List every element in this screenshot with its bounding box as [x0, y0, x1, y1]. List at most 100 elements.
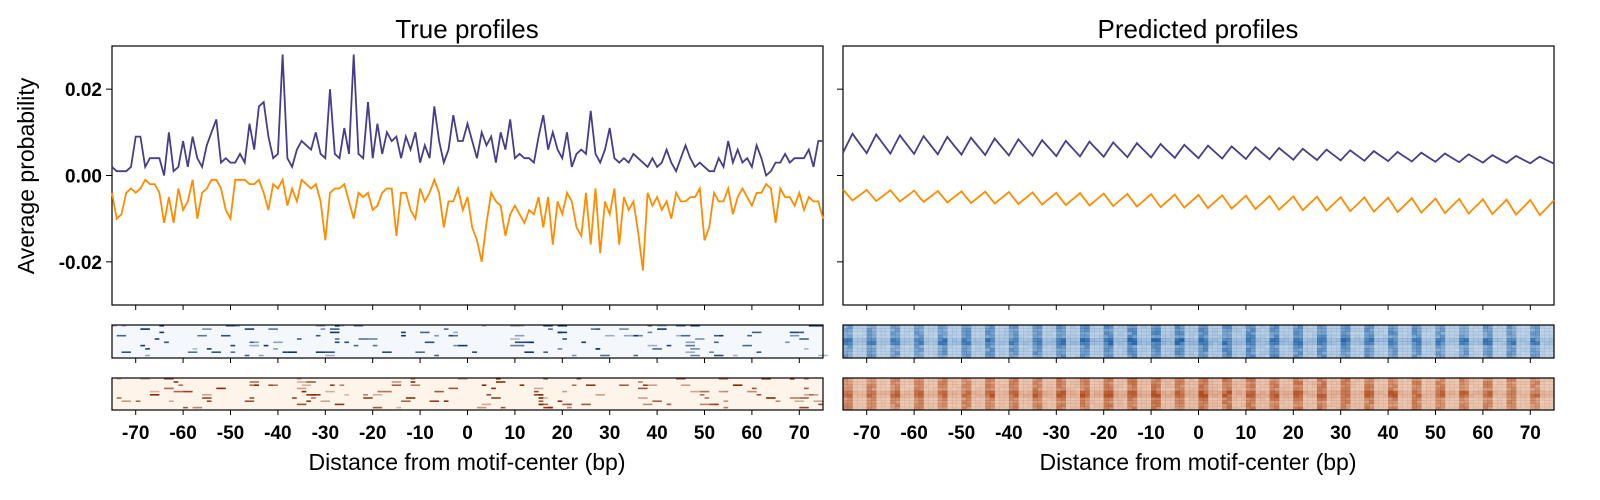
heatmap-cell	[1336, 406, 1341, 411]
heatmap-cell	[1482, 331, 1488, 336]
heatmap-cell	[1080, 384, 1085, 388]
heatmap-cell	[1312, 331, 1318, 336]
heatmap-cell	[1127, 403, 1133, 408]
heatmap-cell	[1236, 403, 1242, 408]
heatmap-cell	[1170, 354, 1176, 359]
heatmap-cell	[1217, 354, 1223, 359]
heatmap-cell	[909, 351, 915, 355]
heatmap-cell	[1326, 328, 1332, 332]
heatmap-cell	[914, 397, 920, 401]
heatmap-cell	[1473, 351, 1479, 355]
heatmap-cell	[296, 403, 307, 406]
heatmap-cell	[1468, 331, 1474, 336]
heatmap-cell	[876, 390, 882, 395]
heatmap-cell	[1269, 328, 1275, 332]
heatmap-cell	[723, 406, 729, 409]
heatmap-cell	[971, 348, 976, 352]
heatmap-cell	[1426, 338, 1431, 342]
heatmap-cell	[1170, 331, 1176, 336]
heatmap-cell	[1411, 325, 1417, 329]
heatmap-cell	[1193, 394, 1199, 398]
heatmap-cell	[1392, 351, 1398, 355]
heatmap-cell	[1226, 344, 1232, 349]
heatmap-cell	[1198, 384, 1204, 388]
heatmap-cell	[1155, 334, 1161, 339]
heatmap-cell	[1449, 400, 1455, 404]
heatmap-cell	[1454, 331, 1460, 336]
heatmap-cell	[211, 351, 221, 353]
heatmap-cell	[334, 338, 340, 340]
heatmap-cell	[1378, 400, 1384, 404]
heatmap-cell	[1535, 406, 1540, 411]
heatmap-cell	[1165, 406, 1171, 411]
heatmap-cell	[1430, 325, 1436, 329]
heatmap-cell	[1260, 338, 1266, 342]
heatmap-cell	[1421, 344, 1427, 349]
heatmap-cell	[429, 400, 440, 402]
heatmap-cell	[980, 328, 986, 332]
heatmap-cell	[961, 348, 967, 352]
heatmap-cell	[1492, 387, 1498, 392]
heatmap-cell	[862, 341, 867, 346]
heatmap-cell	[961, 344, 967, 349]
heatmap-cell	[1383, 351, 1389, 355]
heatmap-cell	[989, 381, 995, 385]
heatmap-cell	[306, 394, 316, 396]
heatmap-cell	[1032, 378, 1038, 382]
heatmap-cell	[961, 406, 967, 411]
heatmap-cell	[1283, 387, 1289, 392]
heatmap-cell	[1440, 354, 1446, 359]
heatmap-cell	[999, 354, 1005, 359]
heatmap-cell	[1037, 341, 1043, 346]
heatmap-cell	[1473, 338, 1479, 342]
heatmap-cell	[1212, 381, 1218, 385]
heatmap-cell	[1345, 331, 1351, 336]
heatmap-cell	[1516, 341, 1522, 346]
heatmap-cell	[857, 328, 863, 332]
heatmap-cell	[1042, 341, 1048, 346]
heatmap-cell	[885, 403, 891, 408]
heatmap-cell	[1241, 344, 1247, 349]
heatmap-cell	[956, 403, 962, 408]
heatmap-cell	[985, 406, 991, 411]
heatmap-cell	[1231, 325, 1237, 329]
heatmap-cell	[1051, 331, 1057, 336]
heatmap-cell	[1198, 344, 1204, 349]
heatmap-cell	[890, 334, 896, 339]
heatmap-cell	[1189, 394, 1194, 398]
heatmap-cell	[1383, 403, 1389, 408]
heatmap-cell	[847, 354, 853, 359]
left-positive-heatmap	[111, 324, 828, 363]
heatmap-cell	[1117, 334, 1123, 339]
heatmap-cell	[1099, 381, 1104, 385]
heatmap-cell	[1411, 394, 1417, 398]
heatmap-cell	[1397, 406, 1403, 411]
heatmap-cell	[1501, 400, 1507, 404]
heatmap-cell	[1411, 378, 1417, 382]
heatmap-cell	[1345, 406, 1351, 411]
heatmap-cell	[1250, 338, 1256, 342]
heatmap-cell	[192, 348, 198, 350]
heatmap-cell	[899, 400, 905, 404]
heatmap-cell	[1506, 334, 1512, 339]
heatmap-cell	[961, 397, 967, 401]
heatmap-cell	[1004, 325, 1010, 329]
heatmap-cell	[1288, 403, 1294, 408]
heatmap-cell	[562, 403, 572, 406]
heatmap-cell	[1487, 403, 1493, 408]
heatmap-cell	[1383, 341, 1389, 346]
heatmap-cell	[1094, 331, 1100, 336]
heatmap-cell	[1373, 351, 1379, 355]
heatmap-cell	[1539, 341, 1545, 346]
heatmap-cell	[975, 406, 981, 411]
heatmap-cell	[1369, 351, 1375, 355]
heatmap-cell	[1146, 403, 1152, 408]
heatmap-cell	[1421, 394, 1427, 398]
heatmap-cell	[1269, 390, 1275, 395]
heatmap-cell	[1302, 397, 1308, 401]
heatmap-cell	[909, 390, 915, 395]
heatmap-cell	[1151, 348, 1157, 352]
heatmap-cell	[895, 344, 901, 349]
heatmap-cell	[1061, 331, 1066, 336]
heatmap-cell	[1151, 384, 1157, 388]
